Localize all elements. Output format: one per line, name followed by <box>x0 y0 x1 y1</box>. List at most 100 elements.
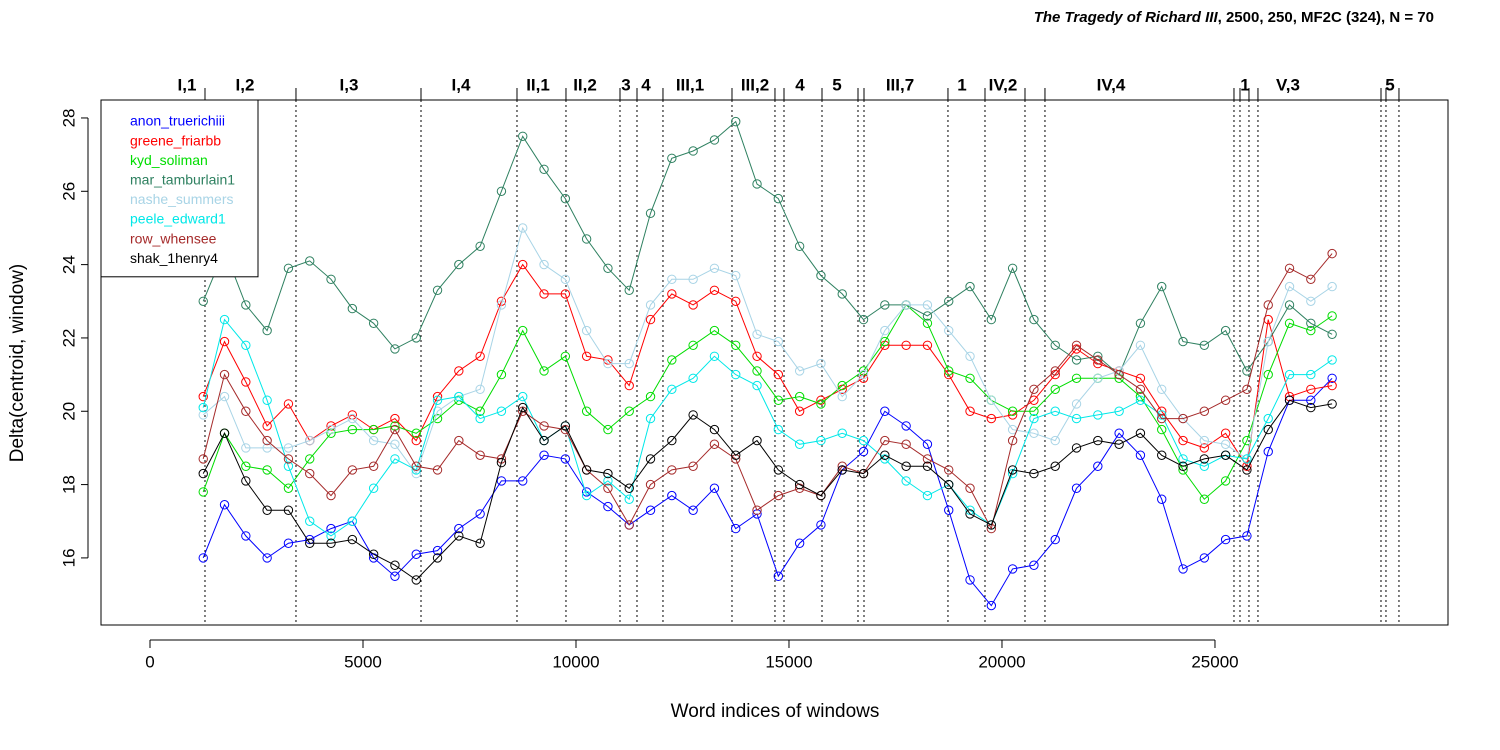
data-point <box>1029 406 1039 416</box>
data-point <box>752 505 762 515</box>
data-point <box>1306 369 1316 380</box>
data-point <box>241 461 251 471</box>
data-point <box>390 424 400 435</box>
legend-label: greene_friarbb <box>130 132 221 148</box>
data-point <box>1071 340 1082 350</box>
scene-label: 5 <box>832 75 841 94</box>
legend-label: peele_edward1 <box>130 211 226 227</box>
legend-label: shak_1henry4 <box>130 250 218 266</box>
data-point <box>475 509 485 519</box>
scene-label: 1 <box>957 75 966 94</box>
y-tick-label: 16 <box>59 548 78 567</box>
data-point <box>965 483 975 493</box>
data-point <box>1284 318 1295 328</box>
data-point <box>518 223 528 233</box>
data-point <box>1029 413 1039 424</box>
data-point <box>539 366 549 376</box>
data-point <box>901 340 911 350</box>
data-point <box>773 571 784 581</box>
data-point <box>1306 395 1316 405</box>
data-point <box>922 318 933 328</box>
data-point <box>219 500 230 510</box>
data-point <box>1284 281 1295 292</box>
data-point <box>560 421 571 431</box>
data-point <box>1114 439 1124 449</box>
data-point <box>326 274 336 284</box>
data-point <box>624 285 634 295</box>
data-point <box>944 325 954 336</box>
data-point <box>965 351 975 361</box>
data-point <box>837 391 847 402</box>
data-point <box>688 274 698 284</box>
data-point <box>496 186 507 196</box>
data-point <box>305 454 315 464</box>
data-point <box>1220 325 1231 336</box>
scene-label: I,4 <box>452 75 471 94</box>
data-point <box>454 391 464 402</box>
data-point <box>283 461 294 471</box>
data-point <box>1071 373 1082 383</box>
data-point <box>560 274 571 284</box>
data-point <box>1199 406 1210 416</box>
data-point <box>1029 314 1039 325</box>
data-point <box>794 391 805 402</box>
data-point <box>326 538 336 548</box>
data-point <box>560 351 571 361</box>
data-point <box>1050 384 1060 394</box>
y-tick-label: 28 <box>59 109 78 128</box>
data-point <box>411 428 421 438</box>
data-point <box>1327 248 1337 259</box>
data-point <box>1135 428 1146 438</box>
title-italic: The Tragedy of Richard III <box>1034 9 1219 26</box>
data-point <box>1050 366 1060 376</box>
data-point <box>581 351 592 361</box>
data-point <box>688 340 698 350</box>
data-point <box>411 333 421 343</box>
data-point <box>475 384 485 394</box>
data-point <box>475 413 485 424</box>
data-point <box>1157 494 1167 504</box>
data-point <box>198 487 208 497</box>
data-point <box>1157 384 1167 394</box>
data-point <box>794 406 805 416</box>
data-point <box>241 340 251 350</box>
data-point <box>539 259 549 270</box>
data-point <box>518 325 528 336</box>
data-point <box>1220 450 1231 460</box>
data-point <box>816 520 826 530</box>
data-point <box>262 325 272 336</box>
data-point <box>752 329 762 339</box>
data-point <box>1007 465 1018 475</box>
data-point <box>262 505 272 515</box>
data-point <box>539 435 549 446</box>
data-point <box>1071 443 1082 453</box>
data-point <box>1178 461 1188 471</box>
data-point <box>1114 428 1124 438</box>
data-point <box>837 380 847 391</box>
data-point <box>1306 384 1316 394</box>
data-point <box>1029 560 1039 570</box>
legend-label: nashe_summers <box>130 191 234 207</box>
data-point <box>645 391 656 402</box>
data-point <box>1007 406 1018 416</box>
data-point <box>922 490 933 501</box>
data-point <box>1050 435 1060 446</box>
data-point <box>262 553 272 563</box>
data-point <box>390 560 400 570</box>
legend-label: anon_truerichiii <box>130 113 225 129</box>
data-point <box>603 355 613 365</box>
data-point <box>475 450 485 460</box>
data-point <box>667 490 677 501</box>
scene-label: 3 <box>621 75 630 94</box>
data-point <box>1284 395 1295 405</box>
data-point <box>1199 443 1210 453</box>
scene-label: IV,4 <box>1097 75 1126 94</box>
scene-label: 4 <box>641 75 651 94</box>
data-point <box>688 373 698 383</box>
data-point <box>368 318 379 328</box>
data-point <box>645 208 656 218</box>
data-point <box>539 164 549 174</box>
data-point <box>283 505 294 515</box>
data-point <box>752 351 762 361</box>
